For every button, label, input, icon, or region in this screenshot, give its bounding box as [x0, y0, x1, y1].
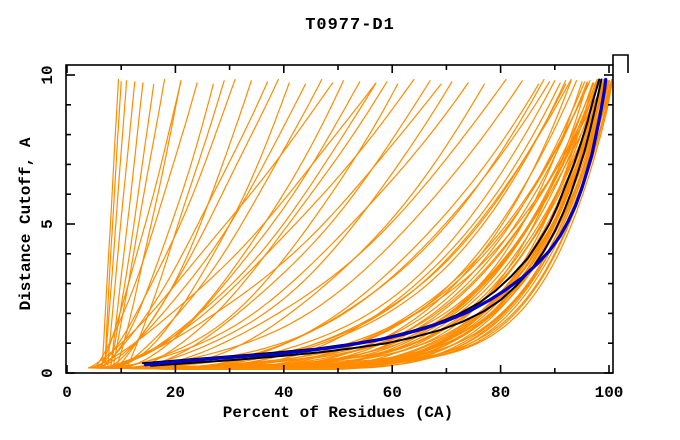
prediction-curve	[109, 83, 399, 369]
prediction-curve	[136, 81, 388, 369]
prediction-curve	[125, 80, 225, 369]
prediction-curve	[98, 81, 269, 369]
prediction-curve	[131, 82, 609, 370]
prediction-curve	[112, 78, 166, 369]
y-tick-label: 5	[39, 219, 57, 229]
prediction-curve	[93, 83, 442, 369]
prediction-curve	[88, 82, 377, 369]
prediction-curve	[98, 78, 415, 369]
prediction-curve	[88, 82, 334, 369]
prediction-curve	[109, 82, 144, 369]
prediction-curve	[131, 83, 611, 370]
prediction-curve	[98, 80, 344, 369]
prediction-curve	[115, 78, 279, 369]
x-tick-label: 20	[166, 384, 185, 402]
prediction-curve	[93, 80, 578, 369]
y-tick-label: 0	[39, 368, 57, 378]
x-tick-label: 60	[383, 384, 402, 402]
plot-title: T0977-D1	[305, 16, 395, 35]
prediction-curve	[104, 81, 122, 369]
x-tick-label: 40	[274, 384, 293, 402]
prediction-curve	[104, 80, 128, 369]
x-tick-label: 80	[491, 384, 510, 402]
prediction-curve	[120, 81, 361, 369]
prediction-curve	[120, 78, 507, 369]
prediction-curve	[93, 82, 198, 369]
prediction-curve	[104, 80, 252, 369]
prediction-curve	[98, 83, 214, 369]
reference-curve	[150, 78, 603, 367]
axis-labels-layer: 0 20 40 60 80 100 0 5 10	[39, 65, 623, 402]
prediction-curve	[131, 83, 540, 369]
frame-corner-notch	[612, 54, 629, 73]
prediction-curve	[93, 83, 307, 369]
prediction-curve	[131, 82, 595, 369]
prediction-curve	[115, 81, 453, 369]
prediction-curve	[115, 80, 182, 369]
prediction-curve	[153, 81, 604, 369]
x-tick-label: 0	[62, 384, 72, 402]
y-axis-title: Distance Cutoff, A	[17, 137, 35, 310]
prediction-curve	[98, 81, 182, 369]
highlight-curve	[144, 77, 608, 367]
prediction-curve	[101, 78, 120, 369]
x-axis-title: Percent of Residues (CA)	[223, 404, 453, 422]
prediction-curve	[104, 82, 469, 369]
prediction-curve	[98, 82, 594, 369]
prediction-curve	[174, 80, 611, 370]
x-tick-label: 100	[595, 384, 624, 402]
prediction-curve	[125, 80, 431, 369]
prediction-curve	[107, 81, 136, 369]
prediction-curve	[115, 78, 323, 369]
prediction-curve	[142, 78, 608, 370]
prediction-curve	[93, 78, 236, 369]
y-tick-label: 10	[39, 65, 57, 84]
prediction-curve	[88, 80, 567, 370]
curves-layer	[88, 77, 613, 370]
plot-frame	[65, 64, 614, 374]
